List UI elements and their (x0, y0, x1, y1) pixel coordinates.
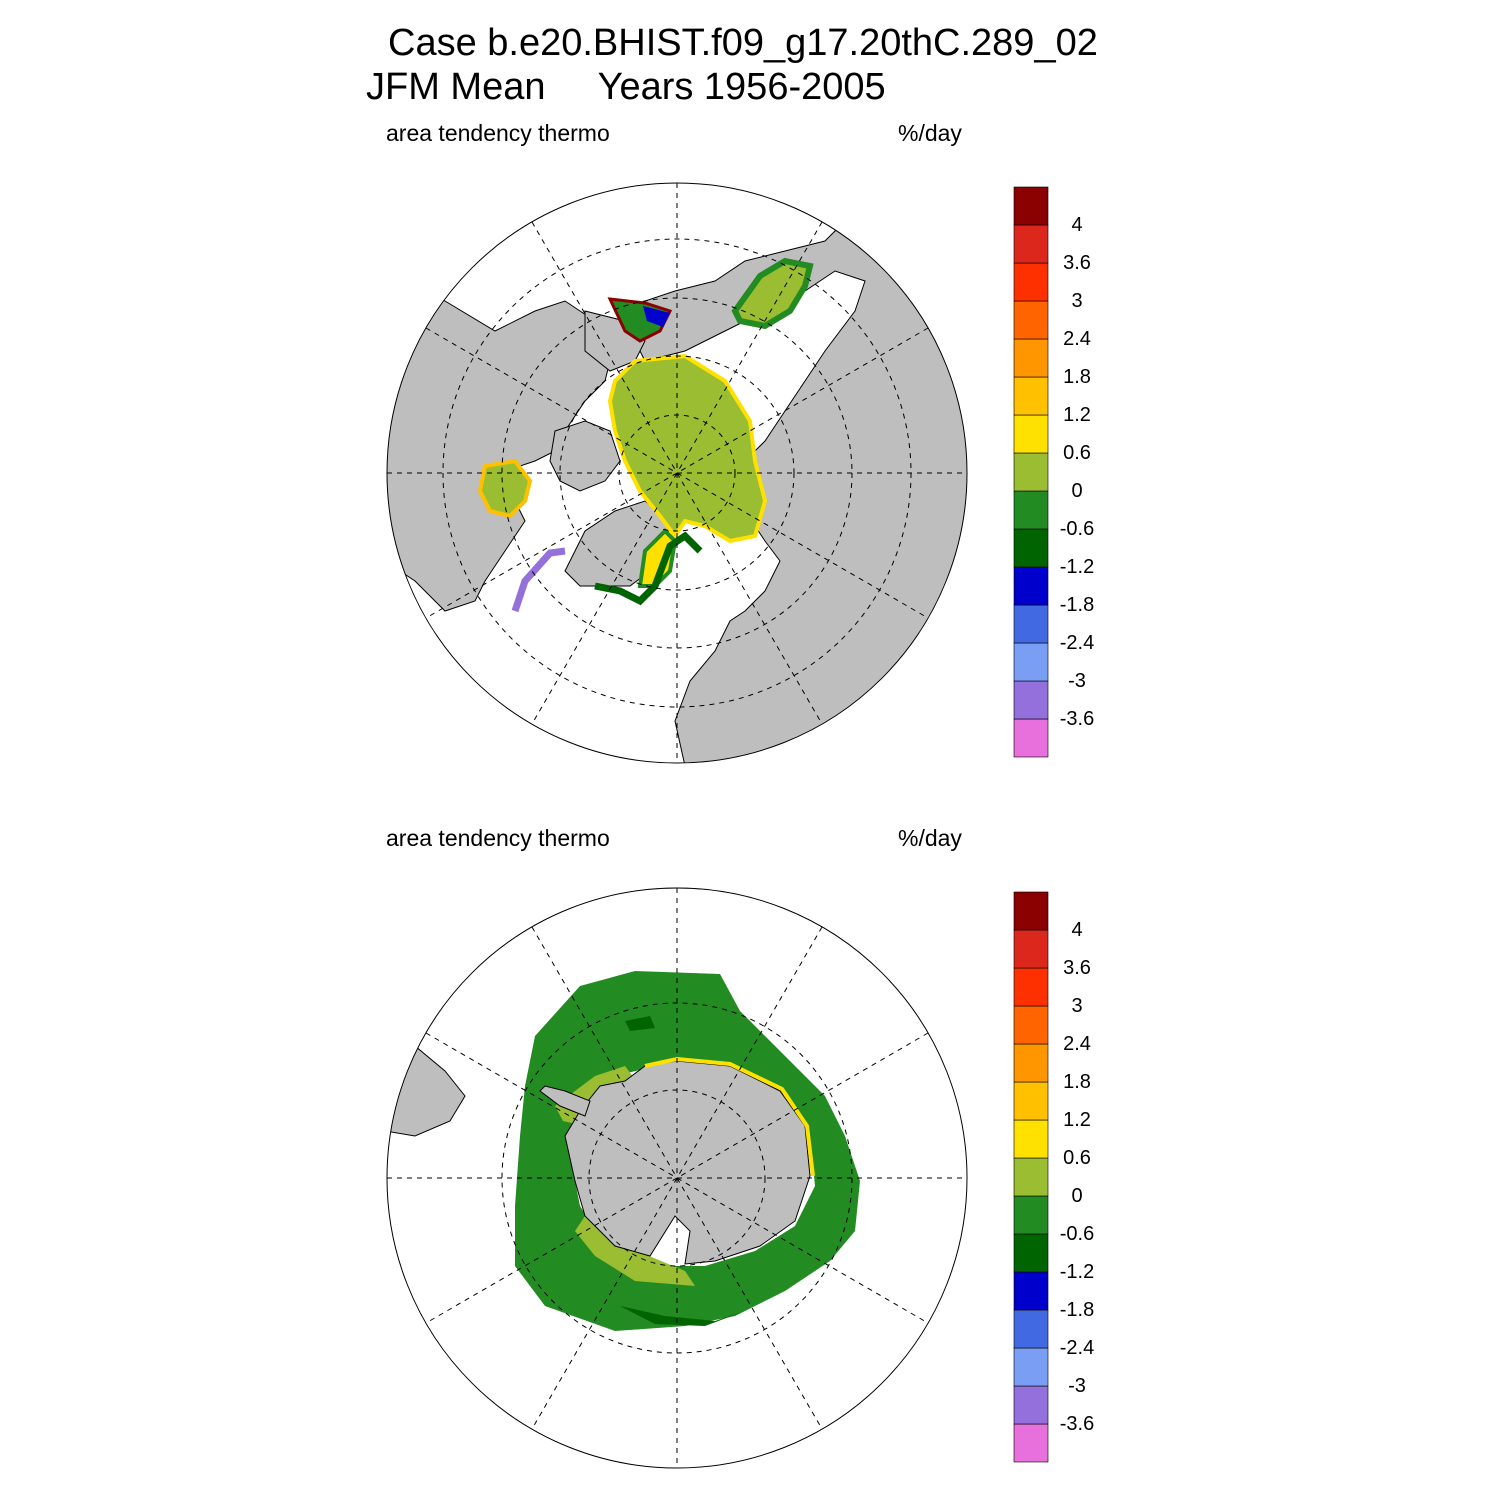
colorbar-tick-label: -2.4 (1059, 632, 1095, 654)
colorbar-swatch (1013, 262, 1049, 302)
colorbar-tick-label: -1.8 (1059, 1299, 1095, 1321)
hudson-bay-ice (477, 458, 533, 519)
colorbar-tick-label: 1.8 (1063, 366, 1091, 388)
colorbar-swatch (1013, 414, 1049, 454)
panel-south-variable-label: area tendency thermo (386, 825, 610, 851)
colorbar-tick-label: -1.2 (1059, 556, 1095, 578)
colorbar-tick-label: -3.6 (1059, 708, 1095, 730)
colorbar-tick-label: 3 (1071, 995, 1083, 1017)
colorbar-swatch (1013, 1195, 1049, 1235)
graticule-lines (387, 183, 967, 763)
colorbar-swatch (1013, 891, 1049, 931)
colorbar-swatch (1013, 376, 1049, 416)
colorbar-south (1013, 891, 1049, 1463)
colorbar-swatch (1013, 186, 1049, 226)
colorbar-swatch (1013, 1119, 1049, 1159)
antarctica-land (564, 1060, 811, 1265)
figure-title-period: JFM Mean Years 1956-2005 (366, 66, 886, 108)
colorbar-tick-label: 0.6 (1063, 1147, 1091, 1169)
colorbar-swatch (1013, 224, 1049, 264)
figure-title-case: Case b.e20.BHIST.f09_g17.20thC.289_02 (388, 22, 1098, 64)
colorbar-tick-label: 2.4 (1063, 1033, 1091, 1055)
colorbar-tick-label: -3 (1068, 1375, 1086, 1397)
colorbar-tick-label: 1.2 (1063, 404, 1091, 426)
colorbar-swatch (1013, 490, 1049, 530)
graticule-lines (387, 888, 967, 1468)
colorbar-swatch (1013, 718, 1049, 758)
colorbar-swatch (1013, 1043, 1049, 1083)
colorbar-swatch (1013, 1385, 1049, 1425)
colorbar-tick-label: 0 (1071, 1185, 1083, 1207)
panel-north-variable-label: area tendency thermo (386, 120, 610, 146)
antarctic-peninsula (539, 1085, 591, 1117)
okhotsk-sea-ice (731, 257, 814, 330)
colorbar-tick-label: 3 (1071, 290, 1083, 312)
south-polar-map (386, 887, 968, 1469)
colorbar-tick-label: 3.6 (1063, 252, 1091, 274)
colorbar-swatch (1013, 1005, 1049, 1045)
colorbar-swatch (1013, 338, 1049, 378)
colorbar-swatch (1013, 680, 1049, 720)
colorbar-swatch (1013, 566, 1049, 606)
labrador-negative-edge (511, 547, 566, 613)
bering-negative-patch (643, 306, 670, 327)
colorbar-tick-label: 1.2 (1063, 1109, 1091, 1131)
colorbar-swatch (1013, 1233, 1049, 1273)
colorbar-tick-label: -2.4 (1059, 1337, 1095, 1359)
gin-sea-negative-edge (594, 531, 703, 606)
colorbar-tick-label: 2.4 (1063, 328, 1091, 350)
colorbar-tick-label: 0 (1071, 480, 1083, 502)
colorbar-tick-label: 4 (1071, 919, 1083, 941)
colorbar-swatch (1013, 1157, 1049, 1197)
antarctic-coastal-positive-edge (644, 1056, 815, 1177)
colorbar-swatch (1013, 452, 1049, 492)
colorbar-tick-label: 1.8 (1063, 1071, 1091, 1093)
panel-south-units-label: %/day (898, 825, 962, 851)
colorbar-tick-label: 3.6 (1063, 957, 1091, 979)
colorbar-swatch (1013, 1423, 1049, 1463)
greenland-sea-ice (637, 528, 678, 588)
colorbar-tick-label: -3.6 (1059, 1413, 1095, 1435)
colorbar-north (1013, 186, 1049, 758)
colorbar-tick-label: -1.8 (1059, 594, 1095, 616)
colorbar-tick-label: -3 (1068, 670, 1086, 692)
map-boundary (386, 887, 968, 1469)
colorbar-swatch (1013, 604, 1049, 644)
panel-north-units-label: %/day (898, 120, 962, 146)
colorbar-tick-label: -0.6 (1059, 518, 1095, 540)
colorbar-swatch (1013, 642, 1049, 682)
colorbar-swatch (1013, 1347, 1049, 1387)
colorbar-tick-label: 4 (1071, 214, 1083, 236)
colorbar-swatch (1013, 967, 1049, 1007)
north-polar-map (386, 182, 968, 764)
colorbar-tick-label: 0.6 (1063, 442, 1091, 464)
amundsen-negative-band (620, 1306, 745, 1326)
colorbar-swatch (1013, 1309, 1049, 1349)
colorbar-swatch (1013, 528, 1049, 568)
colorbar-tick-label: -1.2 (1059, 1261, 1095, 1283)
arctic-sea-ice-field (607, 353, 768, 544)
colorbar-swatch (1013, 300, 1049, 340)
colorbar-tick-label: -0.6 (1059, 1223, 1095, 1245)
map-boundary (386, 182, 968, 764)
weddell-negative-patch (625, 1016, 655, 1031)
colorbar-swatch (1013, 1271, 1049, 1311)
colorbar-swatch (1013, 1081, 1049, 1121)
colorbar-swatch (1013, 929, 1049, 969)
north-america-land (387, 260, 616, 612)
